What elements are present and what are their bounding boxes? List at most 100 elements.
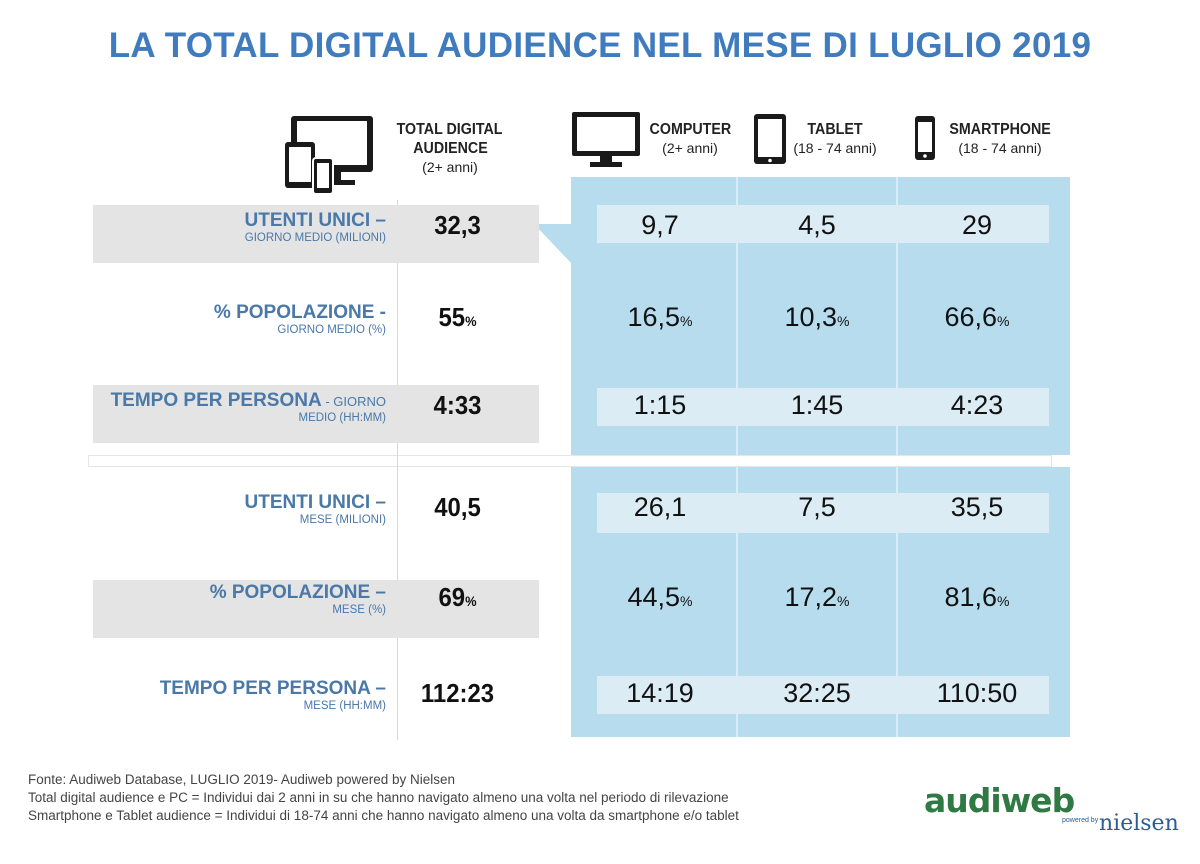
smartphone-icon [915, 116, 935, 160]
column-subtitle: (2+ anni) [662, 140, 718, 156]
note-line: Smartphone e Tablet audience = Individui… [28, 808, 739, 823]
column-subtitle: (18 - 74 anni) [958, 140, 1042, 156]
column-title: TABLET [807, 121, 863, 138]
row-label-title: TEMPO PER PERSONA – [159, 678, 386, 699]
smartphone-number: 35,5 [950, 492, 1004, 522]
row-label: % POPOLAZIONE – MESE (%) [90, 582, 386, 616]
callout-pointer [534, 224, 572, 264]
row-label-sub: GIORNO MEDIO (%) [277, 324, 386, 336]
smartphone-value: 4:23 [907, 390, 1047, 421]
row-label-main: TEMPO PER PERSONA - GIORNO [90, 390, 386, 412]
row-label-title: UTENTI UNICI – [244, 492, 386, 513]
column-title: AUDIENCE [412, 140, 488, 157]
column-title: COMPUTER [649, 121, 731, 138]
total-value: 112:23 [405, 678, 511, 709]
row-label-title: % POPOLAZIONE – [209, 582, 386, 603]
smartphone-value: 66,6% [907, 302, 1047, 333]
tablet-number: 4,5 [798, 210, 836, 240]
computer-value: 1:15 [590, 390, 730, 421]
row-label: TEMPO PER PERSONA - GIORNO MEDIO (HH:MM) [90, 390, 386, 424]
tablet-value: 7,5 [747, 492, 887, 523]
smartphone-value: 29 [907, 210, 1047, 241]
computer-value: 16,5% [590, 302, 730, 333]
total-value: 40,5 [405, 492, 511, 523]
total-value: 4:33 [405, 390, 511, 421]
logo-powered: powered by [1062, 817, 1099, 824]
row-label-main: TEMPO PER PERSONA – [90, 678, 386, 700]
computer-number: 14:19 [626, 678, 694, 708]
computer-value: 26,1 [590, 492, 730, 523]
column-title: SMARTPHONE [949, 121, 1051, 138]
row-label-sub: GIORNO MEDIO (MILIONI) [244, 232, 386, 244]
source-line: Fonte: Audiweb Database, LUGLIO 2019- Au… [28, 772, 456, 787]
row-band [93, 580, 539, 638]
computer-value: 14:19 [590, 678, 730, 709]
total-number: 32,3 [434, 210, 481, 240]
cell-band [597, 388, 1049, 426]
smartphone-value: 35,5 [907, 492, 1047, 523]
label-separator [397, 200, 398, 740]
computer-number: 1:15 [633, 390, 687, 420]
computer-value: 9,7 [590, 210, 730, 241]
total-number: 4:33 [433, 390, 482, 420]
row-label: % POPOLAZIONE - GIORNO MEDIO (%) [90, 302, 386, 336]
cell-band [597, 205, 1049, 243]
smartphone-number: 29 [961, 210, 993, 240]
row-label-sub: MESE (%) [332, 604, 386, 616]
row-label-main: % POPOLAZIONE – [90, 582, 386, 604]
row-label: UTENTI UNICI – GIORNO MEDIO (MILIONI) [90, 210, 386, 244]
percent-sign: % [465, 313, 477, 329]
tablet-number: 17,2 [784, 582, 838, 612]
column-header-smartphone: SMARTPHONE (18 - 74 anni) [940, 120, 1060, 158]
row-band [93, 385, 539, 443]
column-header-total: TOTAL DIGITAL AUDIENCE (2+ anni) [376, 120, 524, 177]
tablet-value: 10,3% [747, 302, 887, 333]
total-number: 55 [438, 302, 466, 332]
cell-band [597, 493, 1049, 533]
row-label-sub: MESE (MILIONI) [299, 514, 386, 526]
computer-value: 44,5% [590, 582, 730, 613]
smartphone-number: 4:23 [950, 390, 1004, 420]
tablet-value: 32:25 [747, 678, 887, 709]
percent-sign: % [680, 593, 693, 609]
row-label-title: % POPOLAZIONE - [213, 302, 386, 323]
tablet-number: 32:25 [783, 678, 851, 708]
logo-brand: audiweb [924, 781, 1075, 820]
page-title: LA TOTAL DIGITAL AUDIENCE NEL MESE DI LU… [108, 26, 1092, 65]
column-header-computer: COMPUTER (2+ anni) [640, 120, 740, 158]
total-value: 55% [405, 302, 511, 333]
percent-sign: % [997, 313, 1010, 329]
smartphone-number: 110:50 [936, 678, 1018, 708]
smartphone-value: 81,6% [907, 582, 1047, 613]
row-label-main: UTENTI UNICI – [90, 210, 386, 232]
row-label-inline: - GIORNO [321, 394, 386, 409]
section-divider [88, 455, 1052, 467]
row-label-sub: MEDIO (HH:MM) [298, 412, 386, 424]
monitor-icon [572, 112, 640, 167]
smartphone-value: 110:50 [907, 678, 1047, 709]
row-label-title: TEMPO PER PERSONA [110, 390, 322, 411]
row-label: UTENTI UNICI – MESE (MILIONI) [90, 492, 386, 526]
row-label-main: UTENTI UNICI – [90, 492, 386, 514]
column-subtitle: (2+ anni) [422, 159, 478, 175]
row-label: TEMPO PER PERSONA – MESE (HH:MM) [90, 678, 386, 712]
source-notes: Fonte: Audiweb Database, LUGLIO 2019- Au… [28, 771, 739, 825]
column-subtitle: (18 - 74 anni) [793, 140, 877, 156]
multi-device-icon [285, 116, 373, 195]
tablet-value: 17,2% [747, 582, 887, 613]
computer-number: 26,1 [633, 492, 687, 522]
row-band [93, 205, 539, 263]
note-line: Total digital audience e PC = Individui … [28, 790, 729, 805]
tablet-value: 4,5 [747, 210, 887, 241]
row-label-sub: MESE (HH:MM) [303, 700, 386, 712]
smartphone-number: 81,6 [944, 582, 998, 612]
tablet-value: 1:45 [747, 390, 887, 421]
cell-band [597, 676, 1049, 714]
percent-sign: % [997, 593, 1010, 609]
tablet-number: 1:45 [790, 390, 844, 420]
row-label-title: UTENTI UNICI – [244, 210, 386, 231]
total-value: 32,3 [405, 210, 511, 241]
total-value: 69% [405, 582, 511, 613]
row-label-main: % POPOLAZIONE - [90, 302, 386, 324]
computer-number: 9,7 [641, 210, 679, 240]
